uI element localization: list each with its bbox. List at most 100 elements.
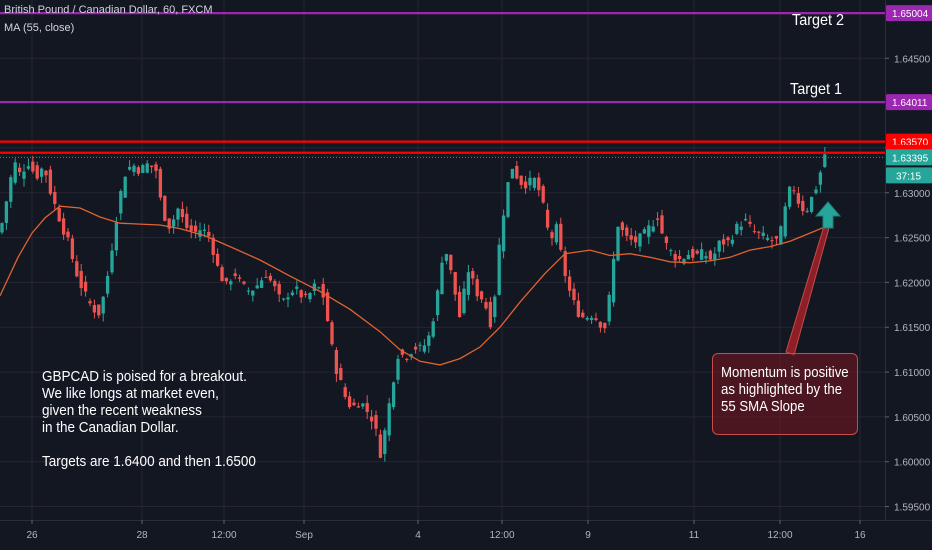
callout-pointer	[785, 225, 830, 356]
analysis-line: Targets are 1.6400 and then 1.6500	[42, 453, 256, 470]
candle-body	[334, 350, 339, 375]
symbol-title[interactable]: British Pound / Canadian Dollar, 60, FXC…	[4, 4, 213, 16]
candle-body	[92, 305, 97, 313]
candle-body	[75, 261, 79, 277]
candle-body	[576, 300, 581, 317]
x-tick-label: 26	[26, 530, 38, 541]
candle-body	[541, 186, 545, 203]
candle-body	[805, 210, 809, 212]
candle-body	[682, 259, 686, 264]
candle-body	[0, 223, 4, 233]
candle-body	[132, 165, 136, 173]
candle-body	[427, 335, 431, 346]
candle-body	[462, 288, 466, 314]
candle-body	[57, 208, 61, 222]
analysis-line: given the recent weakness	[42, 402, 202, 419]
moving-average-line	[0, 205, 826, 366]
candle-body	[717, 240, 721, 252]
candle-body	[765, 237, 770, 240]
candle-body	[488, 301, 493, 328]
candle-body	[330, 322, 334, 345]
candle-body	[642, 229, 647, 234]
candle-body	[101, 296, 105, 314]
candle-body	[202, 229, 207, 231]
candle-body	[550, 232, 554, 239]
candle-body	[136, 167, 141, 174]
candle-body	[167, 218, 171, 229]
candle-body	[435, 290, 440, 316]
time-axis[interactable]: 26 28 12:00 Sep 4 12:00 9 11 12:00 16	[0, 520, 932, 550]
candle-body	[471, 271, 475, 279]
y-tick-label: 1.62500	[894, 234, 931, 245]
callout-line: as highlighted by the	[721, 381, 843, 398]
analysis-line	[42, 436, 256, 453]
candle-body	[453, 272, 457, 295]
candle-body	[193, 225, 198, 232]
candle-body	[479, 291, 484, 300]
candle-body	[242, 281, 246, 284]
candle-body	[79, 270, 83, 289]
candle-body	[779, 226, 783, 245]
y-tick-label: 1.62000	[894, 278, 931, 289]
y-tick-label: 1.61500	[894, 323, 931, 334]
candle-body	[31, 161, 35, 172]
candle-body	[61, 218, 66, 235]
candle-body	[259, 280, 264, 288]
candle-body	[761, 232, 765, 237]
candle-body	[814, 189, 818, 194]
candle-body	[519, 175, 523, 185]
callout-text: Momentum is positive as highlighted by t…	[721, 364, 849, 415]
candle-body	[792, 190, 796, 192]
candle-body	[629, 235, 633, 240]
candle-body	[83, 281, 88, 292]
x-tick-label: 28	[136, 530, 148, 541]
candle-body	[339, 367, 343, 381]
analysis-text: GBPCAD is poised for a breakout. We like…	[42, 368, 256, 470]
candle-body	[677, 256, 682, 260]
price-label-box	[886, 94, 932, 111]
candle-body	[713, 253, 717, 260]
candle-body	[378, 434, 383, 458]
target-1-label: Target 1	[790, 81, 843, 98]
candle-body	[673, 254, 677, 261]
candle-body	[515, 165, 519, 179]
x-tick-label: 11	[689, 530, 700, 541]
price-label: 1.64011	[892, 98, 928, 109]
candle-body	[224, 277, 229, 282]
candle-body	[581, 312, 585, 318]
candle-body	[356, 406, 361, 408]
x-tick-label: 16	[854, 530, 866, 541]
candle-body	[303, 293, 308, 295]
candle-body	[633, 236, 638, 243]
indicator-label[interactable]: MA (55, close)	[4, 22, 75, 34]
candle-body	[444, 253, 449, 261]
y-tick-label: 1.60500	[894, 413, 931, 424]
candle-body	[277, 283, 281, 295]
candle-body	[466, 272, 471, 295]
candles	[0, 146, 827, 462]
candle-body	[506, 182, 510, 217]
callout-line: Momentum is positive	[721, 364, 849, 381]
time-axis-background	[0, 520, 932, 550]
candle-body	[233, 273, 237, 277]
candle-body	[704, 256, 708, 259]
candle-body	[246, 290, 251, 292]
candle-body	[9, 177, 13, 202]
candle-body	[325, 292, 330, 322]
candle-body	[809, 196, 814, 212]
analysis-line: We like longs at market even,	[42, 385, 219, 402]
candle-body	[721, 239, 726, 245]
candle-body	[347, 396, 352, 408]
x-tick-label: 12:00	[211, 530, 236, 541]
candle-body	[545, 209, 550, 228]
candle-body	[796, 193, 801, 204]
candle-body	[625, 227, 629, 236]
candle-body	[457, 291, 462, 318]
candle-body	[44, 170, 48, 176]
price-label-box	[886, 5, 932, 22]
candle-body	[149, 165, 154, 168]
candle-body	[449, 254, 453, 271]
candle-body	[70, 238, 75, 259]
price-axis[interactable]: 1.645001.635001.630001.625001.620001.615…	[885, 0, 932, 550]
